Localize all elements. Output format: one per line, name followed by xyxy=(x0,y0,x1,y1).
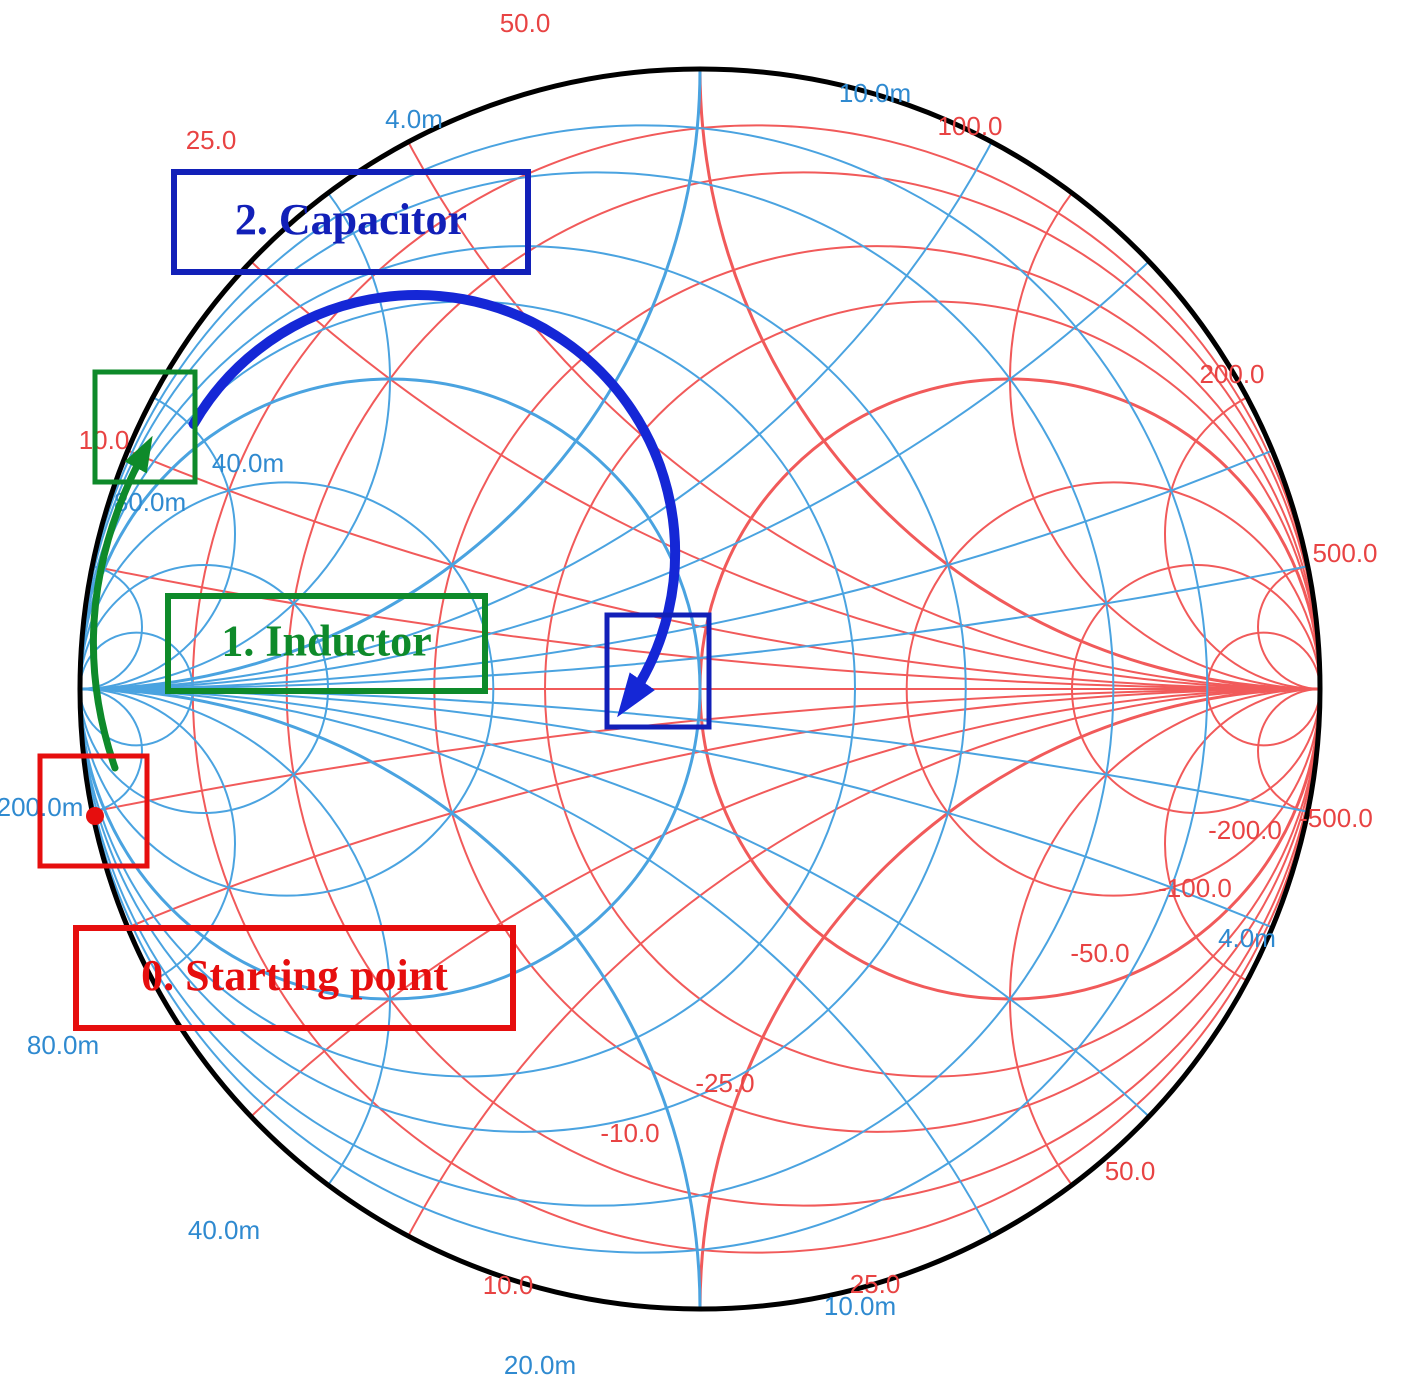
admittance-label: 4.0m xyxy=(1218,923,1276,953)
admittance-label: 4.0m xyxy=(385,104,443,134)
smith-chart-diagram: 10.0 25.0 50.0 100.0 200.0 500.0 -500.0 -200.0 -… xyxy=(0,0,1417,1378)
inductor-label: 1. Inductor xyxy=(221,617,431,666)
admittance-label: 10.0m xyxy=(839,78,911,108)
impedance-label: 25.0 xyxy=(186,125,237,155)
impedance-label: -200.0 xyxy=(1208,815,1282,845)
impedance-label: 50.0 xyxy=(500,8,551,38)
admittance-label: 40.0m xyxy=(188,1215,260,1245)
start-label: 0. Starting point xyxy=(141,951,448,1000)
impedance-label: -100.0 xyxy=(1158,873,1232,903)
impedance-label: 100.0 xyxy=(937,111,1002,141)
impedance-label: -10.0 xyxy=(600,1118,659,1148)
impedance-label: 10.0 xyxy=(79,425,130,455)
admittance-label: 80.0m xyxy=(27,1030,99,1060)
impedance-label: -25.0 xyxy=(695,1068,754,1098)
impedance-label: 10.0 xyxy=(483,1270,534,1300)
capacitor-label: 2. Capacitor xyxy=(235,195,467,244)
impedance-label: -50.0 xyxy=(1070,938,1129,968)
impedance-label: 500.0 xyxy=(1312,538,1377,568)
impedance-label: -500.0 xyxy=(1299,803,1373,833)
starting-point-dot xyxy=(86,807,104,825)
admittance-label: 40.0m xyxy=(212,448,284,478)
admittance-label: 10.0m xyxy=(824,1291,896,1321)
impedance-label: 200.0 xyxy=(1199,359,1264,389)
admittance-label: 20.0m xyxy=(504,1350,576,1378)
impedance-label: 50.0 xyxy=(1105,1156,1156,1186)
